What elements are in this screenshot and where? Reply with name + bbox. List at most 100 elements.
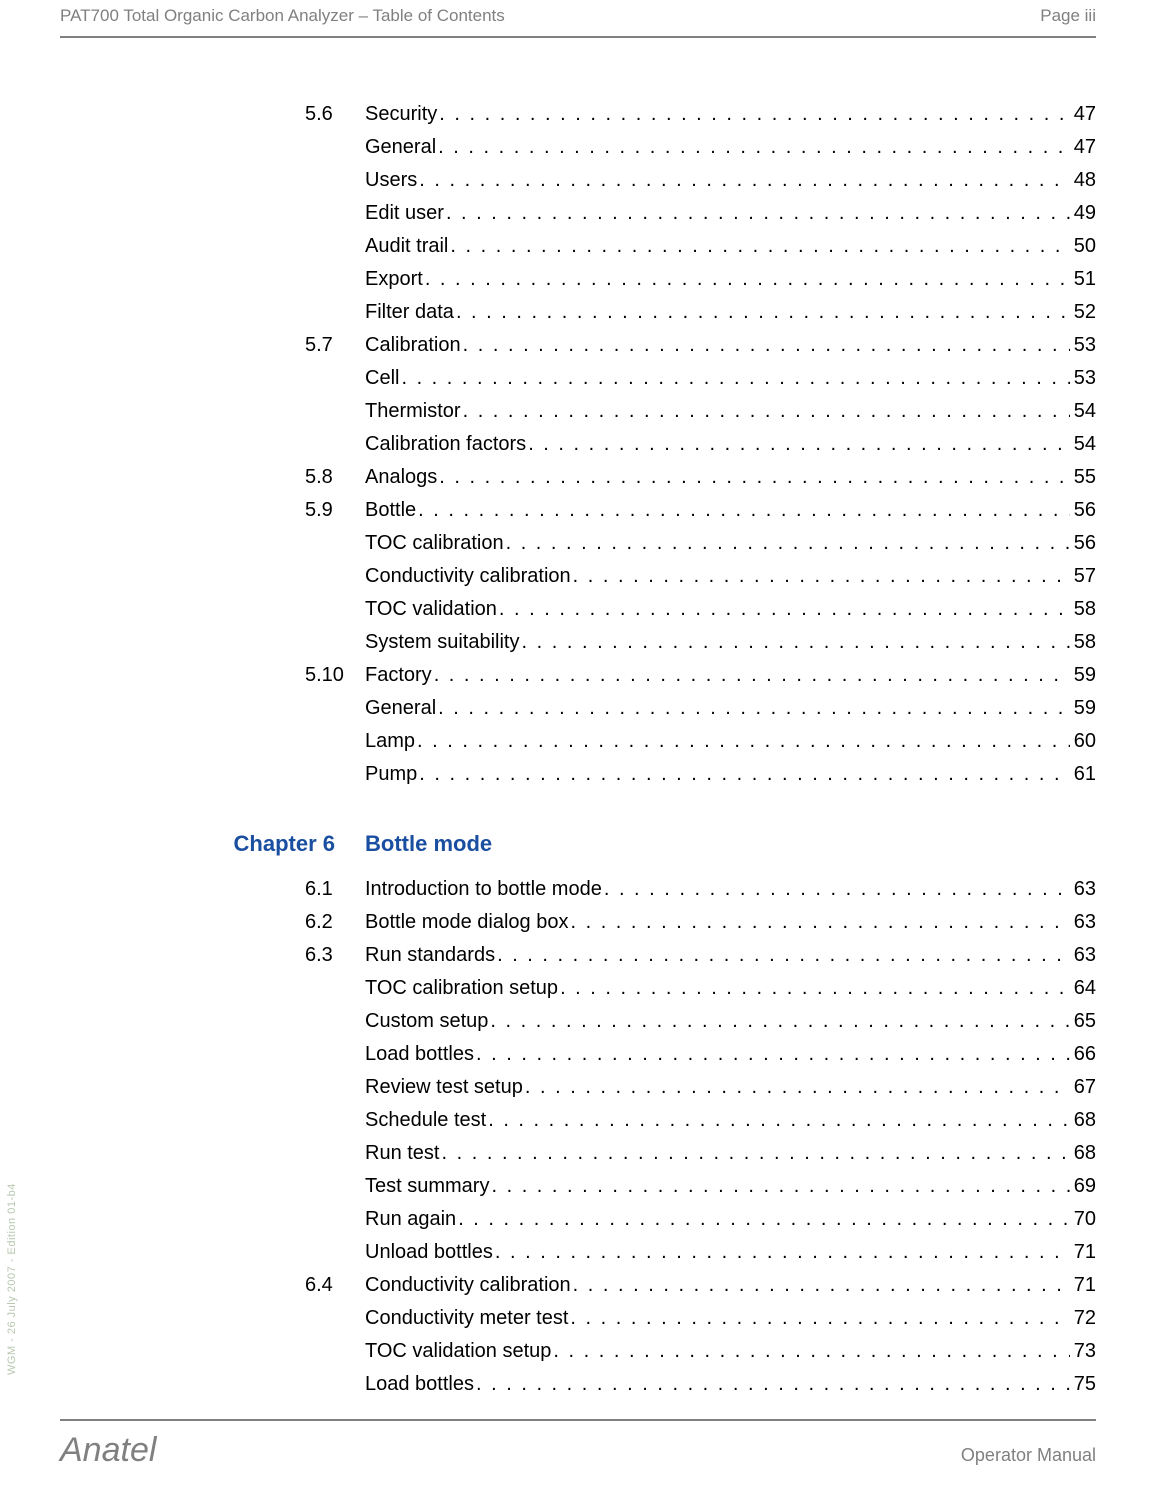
toc-leader-dots [461,395,1070,428]
toc-leader-dots [436,131,1070,164]
toc-entry: Custom setup 65 [365,1005,1096,1038]
toc-entry: Run standards 63 [365,939,1096,972]
toc-label: Unload bottles [365,1236,493,1269]
toc-leader-dots [602,873,1070,906]
toc-label: Review test setup [365,1071,523,1104]
toc-leader-dots [486,1104,1070,1137]
toc-label: Thermistor [365,395,461,428]
toc-leader-dots [558,972,1070,1005]
toc-row: 5.7Calibration 53 [210,329,1096,362]
toc-leader-dots [454,296,1070,329]
toc-page-number: 61 [1070,758,1096,791]
toc-row: General 59 [210,692,1096,725]
toc-entry: Filter data 52 [365,296,1096,329]
toc-page-number: 49 [1070,197,1096,230]
toc-entry: Load bottles 75 [365,1368,1096,1401]
toc-leader-dots [571,1269,1070,1302]
toc-leader-dots [497,593,1070,626]
toc-leader-dots [568,906,1069,939]
toc-leader-dots [474,1368,1070,1401]
toc-label: Schedule test [365,1104,486,1137]
toc-label: Security [365,98,437,131]
toc-entry: Pump 61 [365,758,1096,791]
toc-label: Pump [365,758,417,791]
page-header: PAT700 Total Organic Carbon Analyzer – T… [60,0,1096,38]
toc-row: Review test setup 67 [210,1071,1096,1104]
toc-page-number: 63 [1070,873,1096,906]
toc-page-number: 68 [1070,1104,1096,1137]
toc-row: Conductivity meter test 72 [210,1302,1096,1335]
toc-row: Load bottles 66 [210,1038,1096,1071]
toc-entry: Calibration 53 [365,329,1096,362]
toc-entry: Export 51 [365,263,1096,296]
toc-label: Cell [365,362,399,395]
toc-leader-dots [439,1137,1069,1170]
toc-label: Conductivity calibration [365,1269,571,1302]
toc-row: Edit user 49 [210,197,1096,230]
toc-label: Conductivity calibration [365,560,571,593]
toc-leader-dots [488,1005,1069,1038]
toc-page-number: 69 [1070,1170,1096,1203]
toc-label: Load bottles [365,1368,474,1401]
toc-section-number: 5.6 [210,98,365,131]
toc-row: Unload bottles 71 [210,1236,1096,1269]
toc-row: Calibration factors 54 [210,428,1096,461]
toc-entry: Conductivity calibration 71 [365,1269,1096,1302]
footer-brand: Anatel [60,1431,156,1470]
toc-entry: General 47 [365,131,1096,164]
toc-label: Bottle [365,494,416,527]
toc-entry: Bottle 56 [365,494,1096,527]
toc-label: Filter data [365,296,454,329]
toc-entry: Load bottles 66 [365,1038,1096,1071]
toc-label: Export [365,263,423,296]
toc-label: General [365,692,436,725]
toc-page-number: 58 [1070,593,1096,626]
toc-row: 5.6Security 47 [210,98,1096,131]
toc-page-number: 73 [1070,1335,1096,1368]
toc-page-number: 70 [1070,1203,1096,1236]
toc-row: Users 48 [210,164,1096,197]
chapter-title: Bottle mode [365,831,492,857]
toc-entry: Factory 59 [365,659,1096,692]
toc-label: TOC calibration setup [365,972,558,1005]
toc-page-number: 54 [1070,395,1096,428]
toc-label: Run again [365,1203,456,1236]
toc-leader-dots [436,692,1070,725]
toc-label: Run test [365,1137,439,1170]
toc-entry: TOC calibration setup 64 [365,972,1096,1005]
toc-row: Filter data 52 [210,296,1096,329]
toc-row: Audit trail 50 [210,230,1096,263]
toc-entry: Lamp 60 [365,725,1096,758]
toc-leader-dots [489,1170,1069,1203]
toc-entry: Schedule test 68 [365,1104,1096,1137]
toc-row: 5.8Analogs 55 [210,461,1096,494]
toc-leader-dots [571,560,1070,593]
toc-row: TOC calibration setup 64 [210,972,1096,1005]
toc-entry: General 59 [365,692,1096,725]
toc-page-number: 56 [1070,494,1096,527]
toc-entry: Users 48 [365,164,1096,197]
toc-label: Conductivity meter test [365,1302,568,1335]
footer-manual: Operator Manual [961,1445,1096,1466]
toc-leader-dots [448,230,1069,263]
toc-label: TOC validation [365,593,497,626]
toc-page-number: 72 [1070,1302,1096,1335]
toc-page-number: 48 [1070,164,1096,197]
toc-row: 5.10Factory 59 [210,659,1096,692]
page-footer: Anatel Operator Manual [60,1419,1096,1470]
toc-row: 6.1Introduction to bottle mode 63 [210,873,1096,906]
toc-leader-dots [423,263,1070,296]
toc-label: TOC validation setup [365,1335,551,1368]
toc-section-number: 6.2 [210,906,365,939]
toc-page-number: 52 [1070,296,1096,329]
toc-section-number: 5.7 [210,329,365,362]
toc-page-number: 65 [1070,1005,1096,1038]
toc-leader-dots [461,329,1070,362]
toc-row: Lamp 60 [210,725,1096,758]
toc-entry: Audit trail 50 [365,230,1096,263]
toc-page-number: 58 [1070,626,1096,659]
toc-page-number: 53 [1070,362,1096,395]
toc-entry: Bottle mode dialog box 63 [365,906,1096,939]
toc-row: Test summary 69 [210,1170,1096,1203]
toc-leader-dots [416,494,1070,527]
